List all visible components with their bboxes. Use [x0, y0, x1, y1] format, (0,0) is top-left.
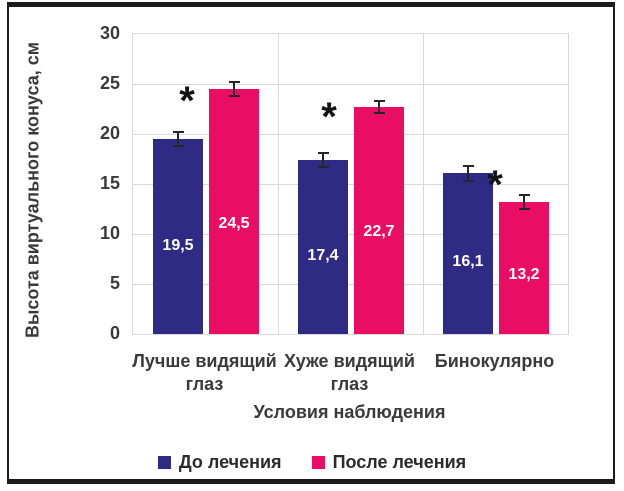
bar-group-2-series-1: 13,2	[499, 202, 549, 334]
legend-item: До лечения	[157, 452, 282, 473]
gridline	[133, 84, 568, 85]
gridline	[423, 34, 424, 334]
bar-value-label: 16,1	[452, 252, 484, 270]
bar-value-label: 19,5	[162, 237, 194, 255]
bar-group-0-series-1: 24,5	[209, 89, 259, 334]
significance-asterisk: *	[321, 95, 337, 139]
bar-group-0-series-0: 19,5	[153, 139, 203, 334]
error-bar-cap	[317, 152, 329, 154]
significance-asterisk: *	[487, 163, 503, 207]
error-bar-cap	[518, 194, 530, 196]
legend-item: После лечения	[311, 452, 467, 473]
error-bar	[233, 81, 235, 97]
bar-value-label: 24,5	[218, 214, 250, 232]
error-bar-cap	[518, 208, 530, 210]
y-tick-label: 25	[99, 73, 120, 93]
legend: До лечения После лечения	[0, 452, 624, 473]
error-bar-cap	[462, 164, 474, 167]
gridline	[133, 284, 568, 285]
legend-label: До лечения	[178, 452, 282, 472]
error-bar-cap	[172, 131, 184, 133]
error-bar-cap	[373, 100, 385, 102]
bar-group-2-series-0: 16,1	[443, 173, 493, 334]
y-tick-label: 0	[109, 323, 120, 343]
error-bar	[467, 164, 469, 182]
error-bar-cap	[462, 179, 474, 182]
y-tick-label: 20	[99, 123, 120, 143]
gridline	[133, 134, 568, 135]
gridline	[133, 184, 568, 185]
significance-asterisk: *	[179, 79, 195, 123]
y-tick-label: 30	[99, 23, 120, 43]
error-bar-cap	[373, 112, 385, 114]
y-tick-label: 10	[99, 223, 120, 243]
error-bar	[378, 100, 380, 114]
error-bar-cap	[228, 81, 240, 83]
gridline	[133, 234, 568, 235]
bar-group-1-series-0: 17,4	[298, 160, 348, 334]
y-axis-title: Высота виртуального конуса, см	[22, 41, 43, 339]
legend-swatch	[157, 456, 171, 469]
legend-swatch	[311, 456, 325, 469]
plot-area: 19,5 17,4 16,1 24,5 22,7 13,2	[132, 33, 569, 335]
bar-group-1-series-1: 22,7	[354, 107, 404, 334]
category-label: Бинокулярно	[434, 351, 555, 371]
error-bar-cap	[172, 145, 184, 147]
error-bar-cap	[317, 166, 329, 168]
error-bar	[322, 152, 324, 168]
bar-value-label: 13,2	[508, 265, 540, 283]
x-axis-title: Условия наблюдения	[253, 402, 446, 422]
legend-label: После лечения	[332, 452, 467, 472]
bar-value-label: 17,4	[307, 246, 339, 264]
category-label: Лучше видящий глаз	[132, 351, 277, 394]
error-bar	[177, 131, 179, 147]
error-bar	[523, 194, 525, 210]
category-label: Хуже видящий глаз	[284, 351, 415, 394]
y-tick-label: 5	[109, 273, 120, 293]
error-bar-cap	[228, 95, 240, 97]
gridline	[278, 34, 279, 334]
bar-value-label: 22,7	[363, 222, 395, 240]
y-tick-label: 15	[99, 173, 120, 193]
